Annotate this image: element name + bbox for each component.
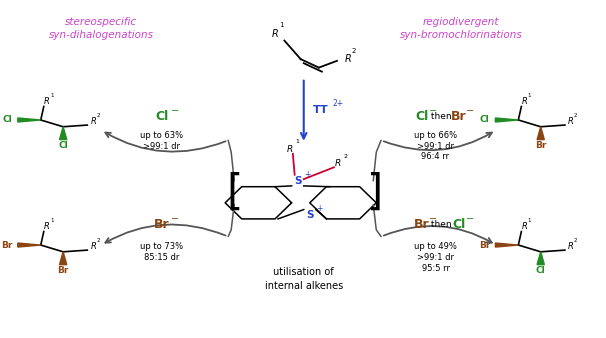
- Text: 2: 2: [96, 113, 100, 118]
- Text: −: −: [466, 106, 474, 116]
- Text: 1: 1: [50, 93, 53, 98]
- Text: up to 73%: up to 73%: [140, 242, 183, 251]
- Text: up to 63%: up to 63%: [140, 131, 183, 140]
- Polygon shape: [495, 243, 518, 247]
- Text: R: R: [272, 29, 279, 39]
- Text: then: then: [428, 220, 454, 229]
- Text: syn-dihalogenations: syn-dihalogenations: [48, 30, 154, 41]
- Text: R: R: [90, 117, 96, 125]
- Polygon shape: [537, 252, 544, 265]
- Text: Br: Br: [58, 266, 69, 275]
- Text: R: R: [44, 222, 50, 231]
- Text: ]: ]: [367, 172, 383, 214]
- Text: Br: Br: [451, 110, 467, 123]
- Text: 95:5 rr: 95:5 rr: [422, 264, 450, 273]
- Text: >99:1 dr: >99:1 dr: [417, 142, 454, 150]
- Text: 2: 2: [344, 154, 347, 159]
- Polygon shape: [18, 243, 41, 247]
- Text: 85:15 dr: 85:15 dr: [144, 253, 179, 262]
- Polygon shape: [59, 127, 67, 140]
- Text: 2+: 2+: [333, 99, 344, 107]
- Text: R: R: [335, 160, 341, 168]
- Text: R: R: [568, 117, 574, 125]
- Text: utilisation of: utilisation of: [273, 267, 334, 277]
- Text: −: −: [466, 214, 474, 224]
- Text: Cl: Cl: [415, 110, 428, 123]
- Text: 1: 1: [295, 140, 299, 144]
- Text: Cl: Cl: [453, 218, 466, 231]
- Text: +: +: [316, 204, 322, 213]
- Text: syn-bromochlorinations: syn-bromochlorinations: [399, 30, 522, 41]
- Text: up to 66%: up to 66%: [414, 131, 457, 140]
- Text: Cl: Cl: [58, 141, 68, 150]
- Text: S: S: [294, 176, 301, 186]
- Text: Cl: Cl: [536, 266, 545, 275]
- Text: Cl: Cl: [2, 116, 12, 124]
- Text: Br: Br: [535, 141, 547, 150]
- Text: internal alkenes: internal alkenes: [265, 281, 343, 291]
- Text: R: R: [287, 145, 293, 154]
- Text: R: R: [521, 222, 527, 231]
- Text: Cl: Cl: [479, 116, 490, 124]
- Polygon shape: [18, 118, 41, 122]
- Text: 1: 1: [527, 93, 531, 98]
- Text: R: R: [90, 242, 96, 250]
- Text: 2: 2: [96, 238, 100, 243]
- Text: Br: Br: [479, 241, 490, 249]
- Text: R: R: [568, 242, 574, 250]
- Text: 96:4 rr: 96:4 rr: [421, 152, 450, 161]
- Text: 2: 2: [351, 48, 356, 54]
- Text: 1: 1: [279, 22, 284, 28]
- Text: 2: 2: [574, 238, 578, 243]
- Text: [: [: [226, 172, 242, 214]
- Text: Br: Br: [1, 241, 13, 249]
- Polygon shape: [537, 127, 544, 140]
- Text: Br: Br: [154, 218, 170, 231]
- Polygon shape: [495, 118, 518, 122]
- Text: >99:1 dr: >99:1 dr: [417, 253, 454, 262]
- Text: +: +: [304, 170, 310, 179]
- Text: regiodivergent: regiodivergent: [422, 17, 499, 27]
- Text: 1: 1: [527, 218, 531, 223]
- Text: R: R: [521, 97, 527, 106]
- Text: stereospecific: stereospecific: [65, 17, 138, 27]
- Text: 1: 1: [50, 218, 53, 223]
- Text: R: R: [344, 54, 351, 64]
- Text: −: −: [171, 106, 179, 116]
- Text: −: −: [171, 214, 179, 224]
- Polygon shape: [59, 252, 67, 265]
- Text: −: −: [429, 106, 437, 116]
- Text: 2: 2: [574, 113, 578, 118]
- Text: S: S: [306, 210, 313, 220]
- Text: −: −: [429, 214, 437, 224]
- Text: Cl: Cl: [155, 110, 168, 123]
- Text: R: R: [44, 97, 50, 106]
- Text: up to 49%: up to 49%: [414, 242, 457, 251]
- Text: then: then: [428, 112, 454, 121]
- Text: TT: TT: [313, 105, 328, 115]
- Text: >99:1 dr: >99:1 dr: [143, 142, 180, 150]
- Text: Br: Br: [414, 218, 430, 231]
